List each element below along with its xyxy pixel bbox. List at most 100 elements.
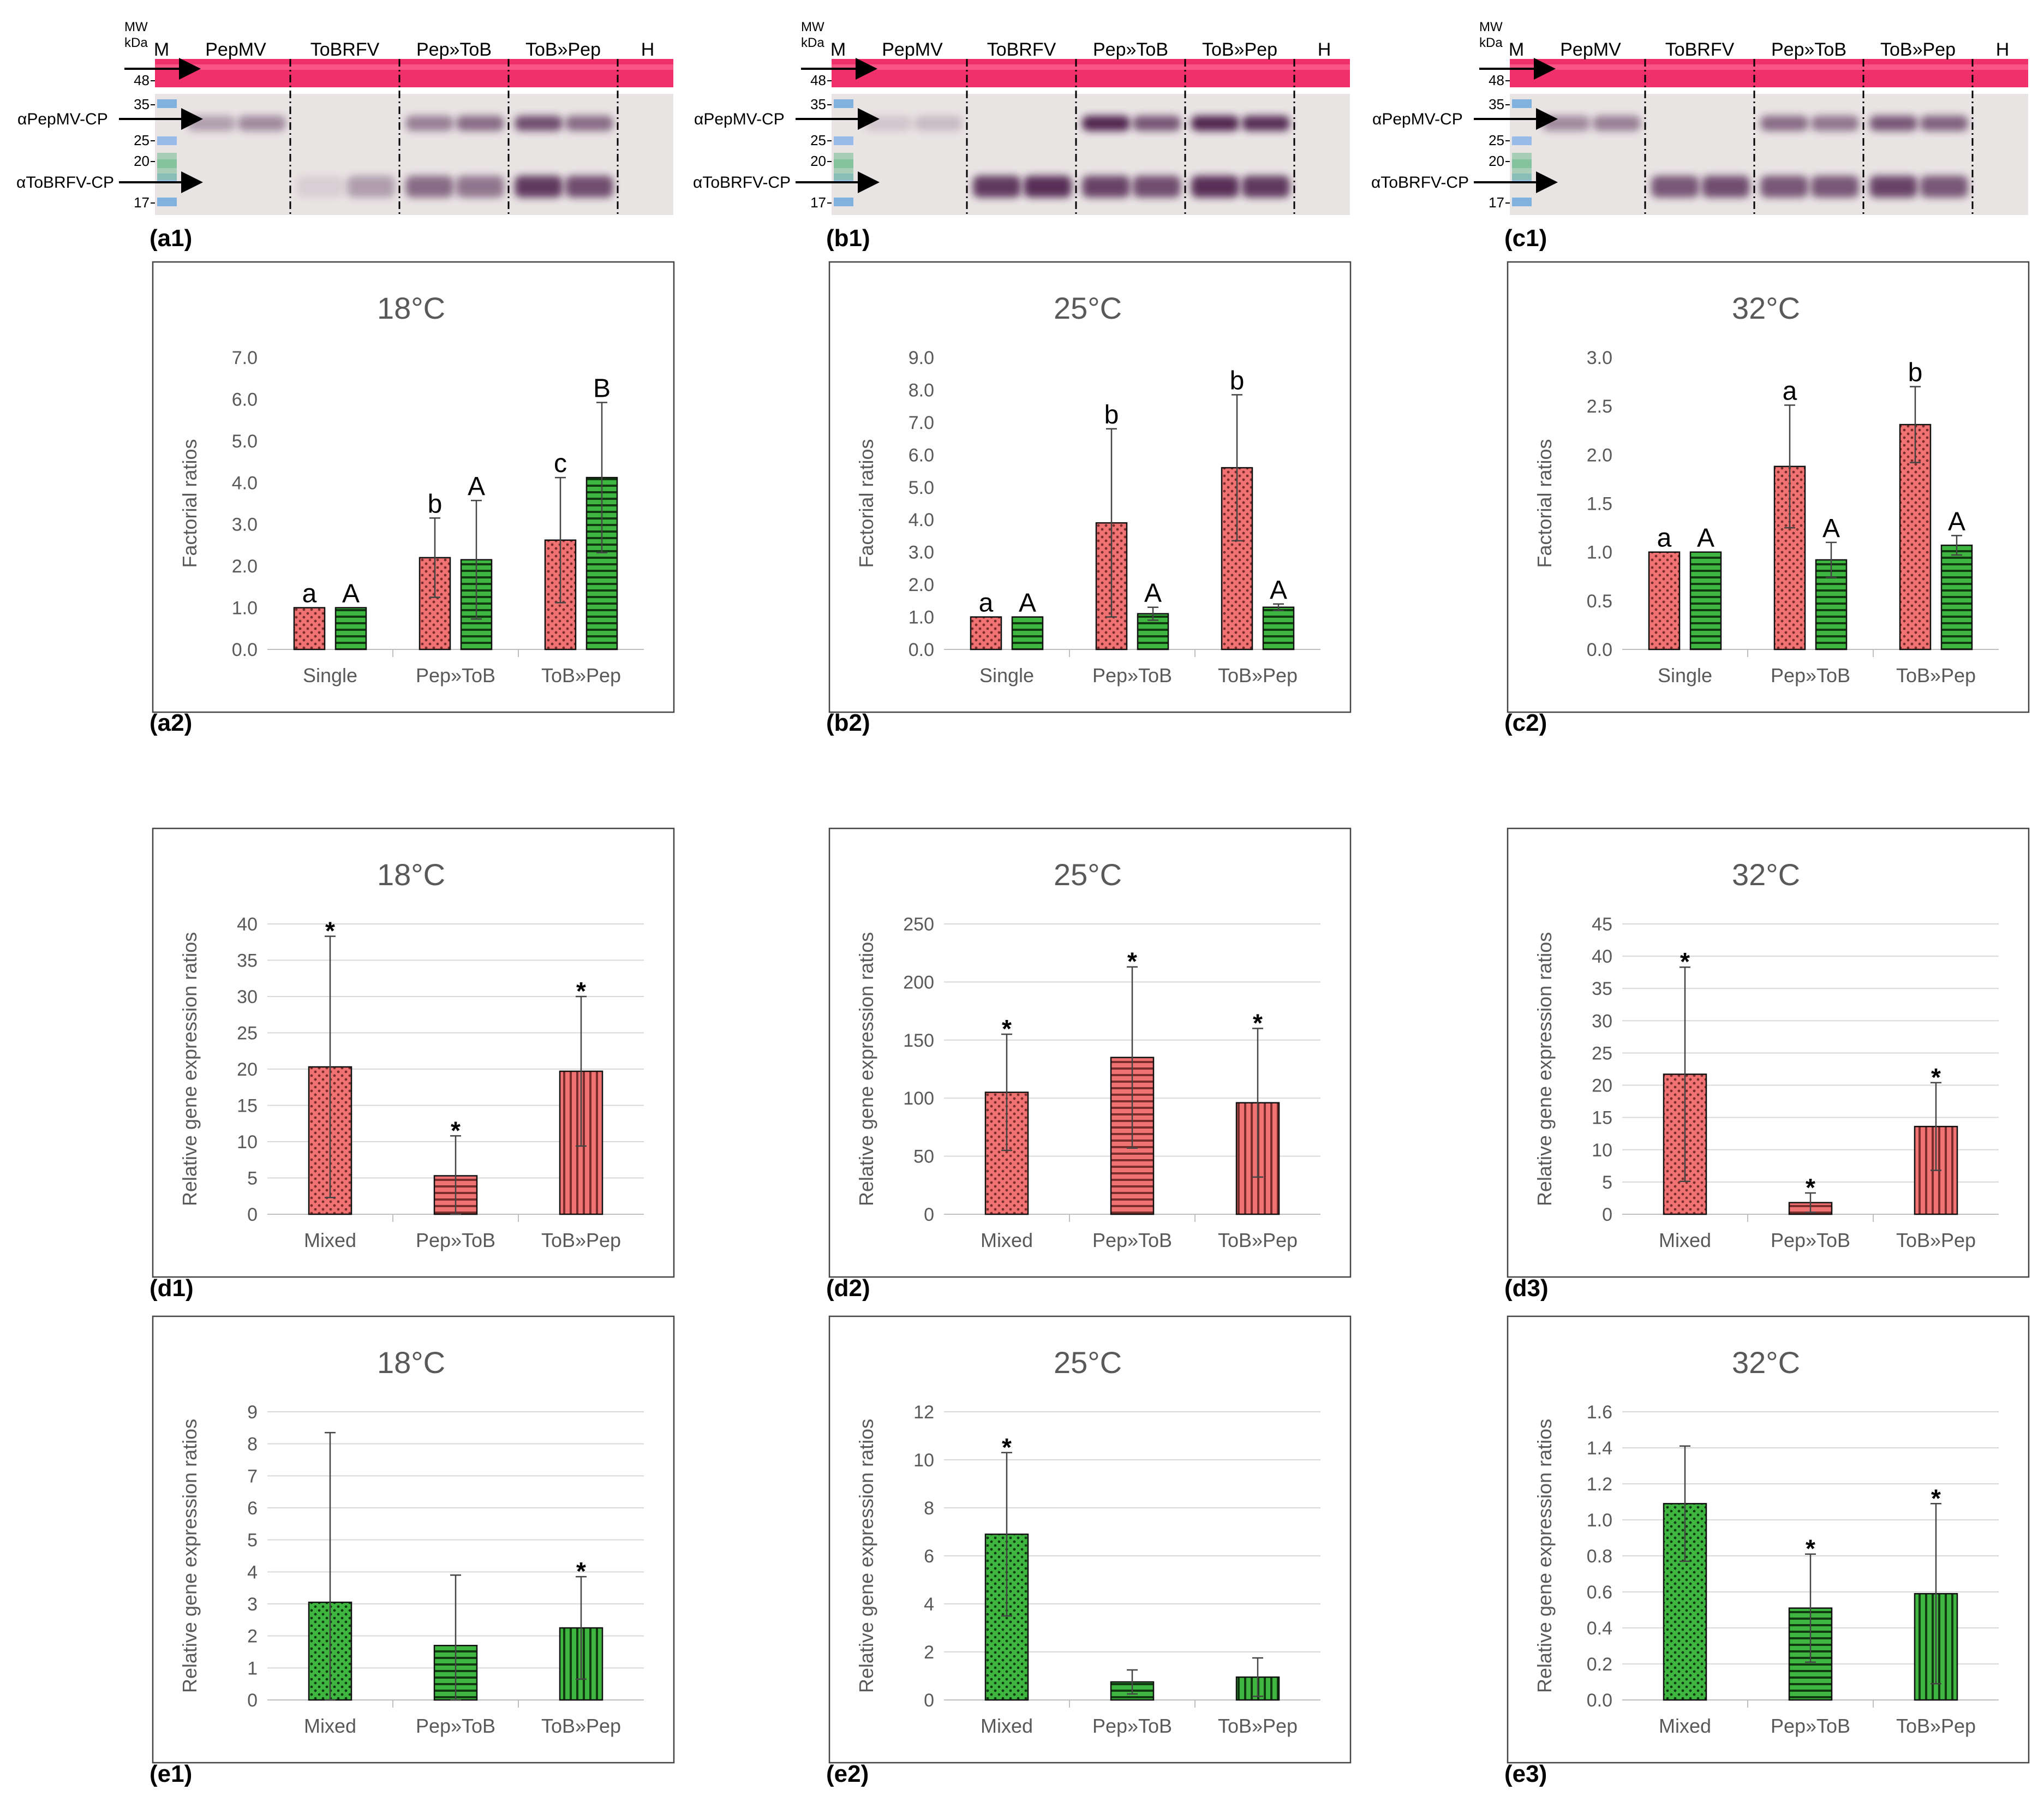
y-tick-label: 20 [1592,1076,1612,1096]
lane-label: Pep»ToB [1771,39,1846,60]
y-axis-label: Relative gene expression ratios [855,932,877,1206]
chart-a2: 18°C Factorial ratios 0.0 1.0 2.0 3.0 4.0 5.0 6.… [152,261,675,713]
pepmv-band [1869,116,1917,131]
lane-label: PepMV [1560,39,1621,60]
tobrfv-band [296,176,344,198]
tobrfv-band [347,176,395,198]
y-tick-label: 1.0 [909,607,934,628]
mw-label: MW [1479,20,1503,34]
ponceau-strip [832,59,1350,87]
kda-label: kDa [124,35,148,50]
significance-letter: A [468,472,485,501]
tobrfv-band [1133,176,1181,198]
significance-letter: A [1019,589,1036,618]
chart-title: 25°C [1054,1345,1122,1380]
y-tick-label: 30 [1592,1011,1612,1031]
bar-tobrfv [1689,551,1722,651]
y-tick-label: 10 [237,1132,258,1153]
lane-label: PepMV [205,39,266,60]
significance-star: * [1002,1433,1012,1461]
y-tick-label: 0.4 [1587,1618,1612,1639]
lane-label: Pep»ToB [416,39,492,60]
x-tick-label: Mixed [981,1229,1033,1251]
y-tick-label: 2.0 [232,556,258,577]
mw-mark: 35 [1489,96,1504,112]
y-tick-label: 25 [237,1023,258,1044]
y-tick-label: 150 [903,1030,934,1051]
y-tick-label: 5.0 [232,431,258,452]
bar-pepmv [1648,551,1681,651]
significance-letter: a [1657,524,1672,553]
y-tick-label: 40 [1592,946,1612,967]
chart-e2: 25°C Relative gene expression ratios 0 2 4 6 8… [828,1315,1352,1764]
x-tick-label: Pep»ToB [1771,664,1850,687]
y-tick-label: 50 [913,1147,934,1167]
chart-d1: 18°C Relative gene expression ratios 0 5 10 1… [152,827,675,1278]
tobrfv-band [1811,176,1859,198]
tobrfv-band [1702,176,1750,198]
lane-label: Pep»ToB [1093,39,1168,60]
y-tick-label: 200 [903,972,934,993]
y-tick-label: 35 [237,951,258,971]
significance-star: * [1806,1173,1815,1202]
chart-e3: 32°C Relative gene expression ratios 0.0 0.… [1507,1315,2030,1764]
pepmv-band [915,116,963,131]
chart-d2: 25°C Relative gene expression ratios 0 50 10… [828,827,1352,1278]
mw-mark: 25 [810,132,826,148]
y-tick-label: 6.0 [232,389,258,410]
significance-star: * [1253,1009,1263,1037]
significance-letter: B [593,374,611,403]
kda-label: kDa [801,35,824,50]
panel-label-b2: (b2) [826,709,870,736]
antibody-label-pepmv: αPepMV-CP [1372,110,1463,128]
antibody-label-tobrfv: αToBRFV-CP [693,174,791,192]
y-tick-label: 0.6 [1587,1582,1612,1603]
y-tick-label: 30 [237,987,258,1007]
y-tick-label: 2.0 [1587,445,1612,466]
significance-letter: A [1948,507,1965,536]
ladder-band [157,136,177,145]
lane-label: ToBRFV [987,39,1056,60]
y-tick-label: 5.0 [909,478,934,498]
y-tick-label: 250 [903,914,934,935]
x-tick-label: ToB»Pep [1896,1715,1976,1737]
y-tick-label: 10 [1592,1140,1612,1161]
y-tick-label: 7.0 [909,413,934,433]
lane-label: H [641,39,655,60]
y-tick-label: 6 [247,1498,258,1519]
antibody-label-tobrfv: αToBRFV-CP [1371,174,1469,192]
x-tick-label: Pep»ToB [1771,1715,1850,1737]
x-tick-label: ToB»Pep [1218,664,1298,687]
ponceau-strip [1510,59,2028,87]
bar-tobrfv [1262,606,1295,651]
x-tick-label: ToB»Pep [1218,1715,1298,1737]
pepmv-band [238,116,286,131]
panel-label-c1: (c1) [1504,225,1547,252]
bar-tobrfv [1011,616,1044,651]
lane-label: ToB»Pep [525,39,601,60]
pepmv-band [515,116,563,131]
panel-label-c2: (c2) [1504,709,1547,736]
tobrfv-band [515,176,563,198]
x-tick-label: Single [303,664,357,687]
y-tick-label: 8.0 [909,380,934,401]
y-tick-label: 1.0 [1587,542,1612,563]
chart-title: 32°C [1732,1345,1800,1380]
y-tick-label: 0 [247,1690,258,1711]
mw-mark: 48 [134,72,150,88]
y-tick-label: 7 [247,1466,258,1487]
lane-label: H [1318,39,1331,60]
y-axis-label: Factorial ratios [855,439,877,568]
y-tick-label: 0.0 [1587,1690,1612,1711]
chart-title: 18°C [377,1345,445,1380]
y-axis-label: Relative gene expression ratios [1533,932,1556,1206]
y-tick-label: 6 [924,1546,934,1567]
bar-pepmv [293,607,326,651]
y-tick-label: 0 [924,1690,934,1711]
significance-star: * [1680,947,1690,976]
significance-star: * [451,1116,461,1144]
chart-title: 25°C [1054,857,1122,892]
y-tick-label: 2.0 [909,575,934,595]
y-tick-label: 8 [247,1434,258,1455]
